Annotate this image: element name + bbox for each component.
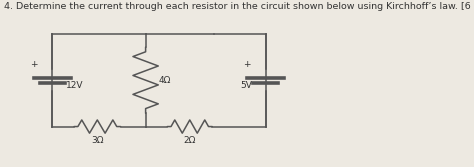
Text: 3Ω: 3Ω	[91, 136, 103, 145]
Text: +: +	[244, 60, 251, 69]
Text: 2Ω: 2Ω	[183, 136, 196, 145]
Text: 5V: 5V	[240, 81, 252, 90]
Text: +: +	[30, 60, 38, 69]
Text: 4. Determine the current through each resistor in the circuit shown below using : 4. Determine the current through each re…	[4, 2, 474, 11]
Text: 4Ω: 4Ω	[159, 76, 171, 85]
Text: 12V: 12V	[66, 81, 83, 90]
